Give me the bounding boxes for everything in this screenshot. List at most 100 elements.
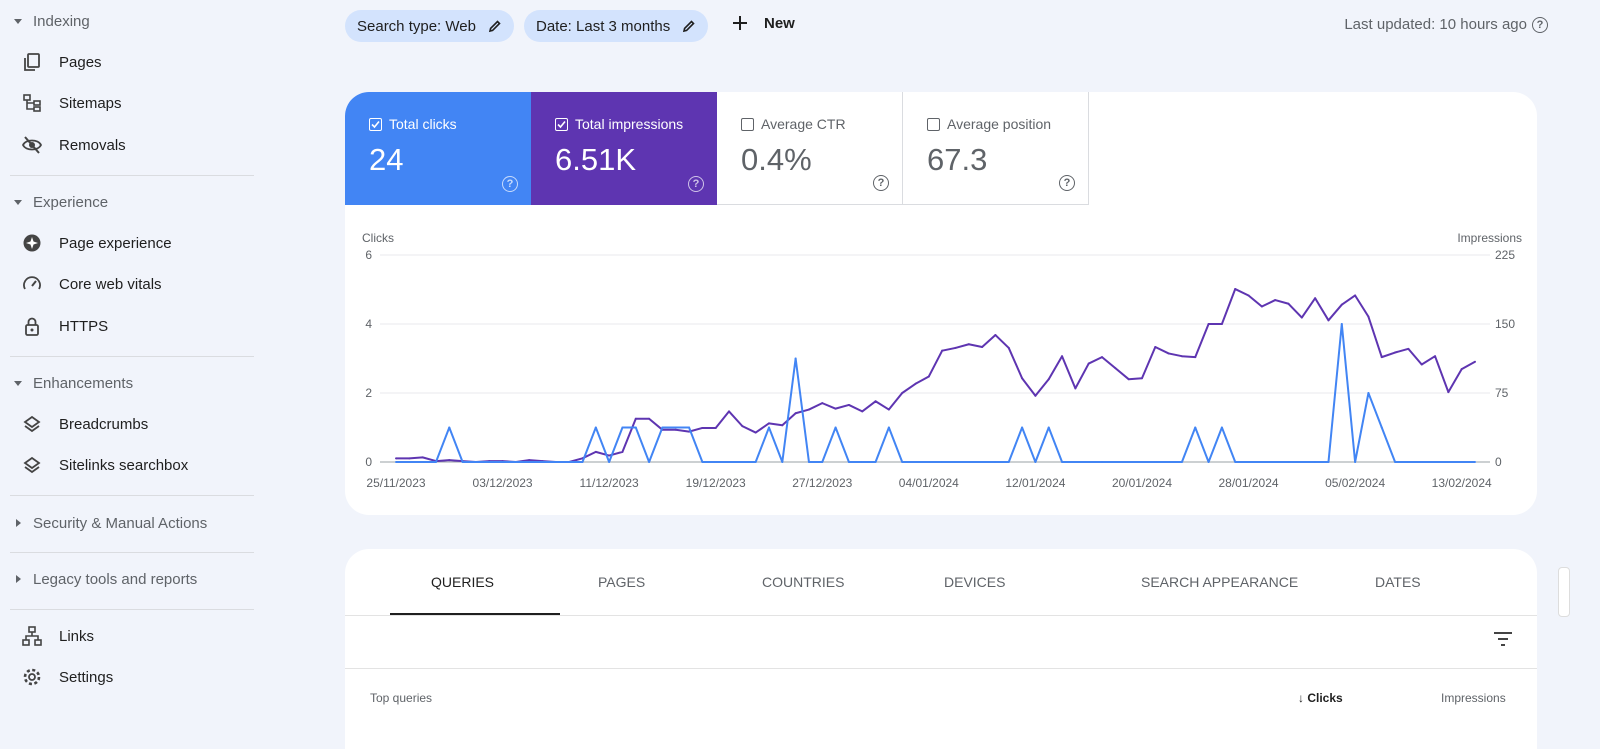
data-point-clicks[interactable]	[448, 426, 451, 429]
data-point-clicks[interactable]	[767, 426, 770, 429]
data-point-impressions[interactable]	[1260, 305, 1263, 308]
data-point-clicks[interactable]	[781, 461, 784, 463]
tab-queries[interactable]: Queries	[431, 574, 495, 590]
data-point-clicks[interactable]	[1101, 461, 1104, 463]
data-point-impressions[interactable]	[608, 454, 611, 457]
data-point-impressions[interactable]	[914, 382, 917, 385]
data-point-clicks[interactable]	[1287, 461, 1290, 463]
sidebar-section-legacy-tools-and-reports[interactable]: Legacy tools and reports	[14, 568, 197, 590]
data-point-impressions[interactable]	[1340, 303, 1343, 306]
help-icon[interactable]: ?	[688, 176, 704, 192]
data-point-clicks[interactable]	[1047, 426, 1050, 429]
data-point-impressions[interactable]	[887, 408, 890, 411]
data-point-impressions[interactable]	[1087, 362, 1090, 365]
data-point-clicks[interactable]	[887, 426, 890, 429]
data-point-clicks[interactable]	[1340, 323, 1343, 325]
data-point-clicks[interactable]	[474, 461, 477, 463]
sidebar-section-security-manual-actions[interactable]: Security & Manual Actions	[14, 512, 207, 534]
side-panel-handle[interactable]	[1558, 567, 1570, 617]
data-point-clicks[interactable]	[648, 461, 651, 463]
data-point-impressions[interactable]	[1114, 367, 1117, 370]
data-point-impressions[interactable]	[927, 375, 930, 378]
data-point-impressions[interactable]	[634, 417, 637, 420]
data-point-clicks[interactable]	[434, 461, 437, 463]
data-point-clicks[interactable]	[941, 461, 944, 463]
data-point-clicks[interactable]	[1087, 461, 1090, 463]
data-point-impressions[interactable]	[1207, 323, 1210, 325]
data-point-impressions[interactable]	[807, 408, 810, 411]
data-point-impressions[interactable]	[1180, 355, 1183, 358]
data-point-clicks[interactable]	[408, 461, 411, 463]
data-point-impressions[interactable]	[1287, 302, 1290, 305]
data-point-clicks[interactable]	[1247, 461, 1250, 463]
data-point-impressions[interactable]	[1127, 378, 1130, 381]
data-point-clicks[interactable]	[608, 461, 611, 463]
data-point-clicks[interactable]	[395, 461, 397, 463]
data-point-clicks[interactable]	[634, 426, 637, 429]
data-point-impressions[interactable]	[941, 349, 944, 352]
data-point-impressions[interactable]	[781, 424, 784, 427]
data-point-impressions[interactable]	[1220, 323, 1223, 325]
data-point-clicks[interactable]	[501, 461, 504, 463]
data-point-impressions[interactable]	[754, 431, 757, 434]
data-point-impressions[interactable]	[1460, 368, 1463, 371]
data-point-clicks[interactable]	[901, 461, 904, 463]
metric-average-position[interactable]: Average position 67.3?	[903, 92, 1089, 205]
column-header-impressions[interactable]: Impressions	[1441, 691, 1506, 705]
data-point-clicks[interactable]	[1061, 461, 1064, 463]
sidebar-section-experience[interactable]: Experience	[14, 191, 108, 213]
data-point-clicks[interactable]	[927, 461, 930, 463]
data-point-clicks[interactable]	[1394, 461, 1397, 463]
data-point-impressions[interactable]	[1354, 294, 1357, 297]
data-point-impressions[interactable]	[728, 410, 731, 413]
data-point-clicks[interactable]	[1220, 426, 1223, 429]
data-point-clicks[interactable]	[834, 426, 837, 429]
data-point-clicks[interactable]	[1367, 392, 1370, 394]
data-point-impressions[interactable]	[674, 428, 677, 431]
new-filter-button[interactable]: New	[730, 13, 795, 33]
data-point-impressions[interactable]	[448, 459, 451, 462]
data-point-impressions[interactable]	[834, 407, 837, 410]
search-type-filter-chip[interactable]: Search type: Web	[345, 10, 514, 42]
data-point-impressions[interactable]	[1367, 315, 1370, 318]
data-point-impressions[interactable]	[1474, 360, 1476, 363]
data-point-clicks[interactable]	[568, 461, 571, 463]
data-point-clicks[interactable]	[421, 461, 424, 463]
date-filter-chip[interactable]: Date: Last 3 months	[524, 10, 709, 42]
metric-total-impressions[interactable]: Total impressions 6.51K?	[531, 92, 717, 205]
sidebar-item-https[interactable]: HTTPS	[22, 314, 108, 338]
data-point-impressions[interactable]	[1101, 356, 1104, 359]
data-point-impressions[interactable]	[701, 426, 704, 429]
sidebar-item-core-web-vitals[interactable]: Core web vitals	[22, 272, 162, 296]
sidebar-item-removals[interactable]: Removals	[22, 133, 126, 157]
data-point-clicks[interactable]	[1354, 461, 1357, 463]
data-point-impressions[interactable]	[1007, 346, 1010, 349]
data-point-clicks[interactable]	[1380, 426, 1383, 429]
data-point-impressions[interactable]	[1300, 316, 1303, 319]
sidebar-section-indexing[interactable]: Indexing	[14, 10, 90, 32]
data-point-clicks[interactable]	[621, 426, 624, 429]
checkbox-icon[interactable]	[741, 117, 754, 131]
data-point-clicks[interactable]	[701, 461, 704, 463]
data-point-clicks[interactable]	[1300, 461, 1303, 463]
data-point-clicks[interactable]	[581, 461, 584, 463]
data-point-clicks[interactable]	[1127, 461, 1130, 463]
sidebar-item-breadcrumbs[interactable]: Breadcrumbs	[22, 412, 148, 436]
data-point-impressions[interactable]	[1047, 378, 1050, 381]
checkbox-icon[interactable]	[927, 117, 940, 131]
column-header-clicks[interactable]: ↓ Clicks	[1298, 691, 1343, 705]
data-point-clicks[interactable]	[728, 461, 731, 463]
data-point-clicks[interactable]	[1140, 461, 1143, 463]
data-point-clicks[interactable]	[1207, 461, 1210, 463]
data-point-impressions[interactable]	[1380, 356, 1383, 359]
data-point-clicks[interactable]	[1274, 461, 1277, 463]
data-point-clicks[interactable]	[488, 461, 491, 463]
sidebar-section-enhancements[interactable]: Enhancements	[14, 372, 133, 394]
data-point-clicks[interactable]	[514, 461, 517, 463]
help-icon[interactable]: ?	[502, 176, 518, 192]
data-point-impressions[interactable]	[714, 426, 717, 429]
data-point-impressions[interactable]	[1327, 319, 1330, 322]
checkbox-checked-icon[interactable]	[369, 117, 382, 131]
tab-search-appearance[interactable]: Search appearance	[1141, 574, 1299, 590]
metric-total-clicks[interactable]: Total clicks 24?	[345, 92, 531, 205]
